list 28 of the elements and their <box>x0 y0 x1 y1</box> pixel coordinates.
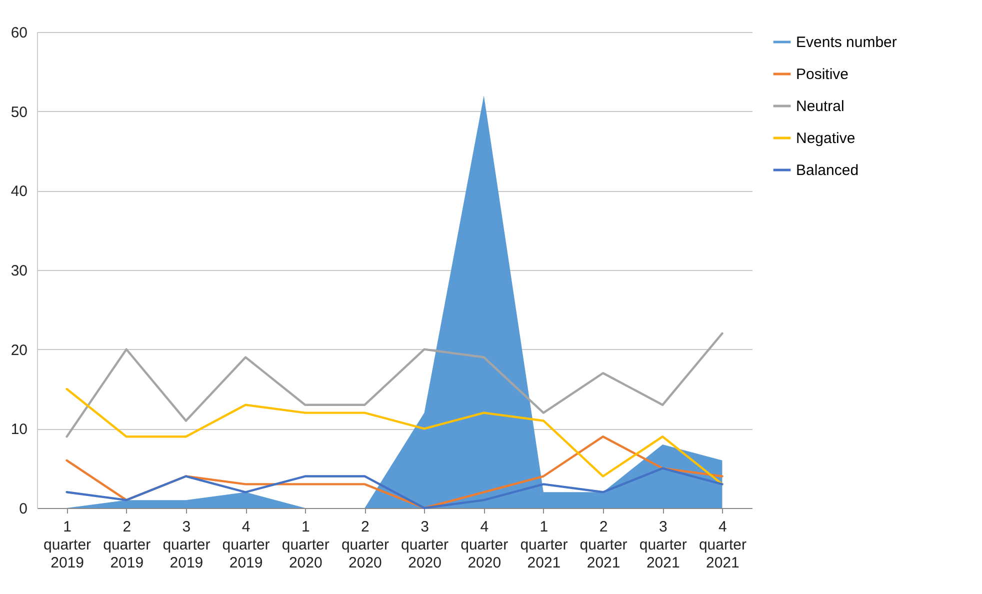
x-tick-label: 1 quarter 2021 <box>520 518 568 572</box>
legend-label: Positive <box>796 66 849 83</box>
legend-label: Balanced <box>796 162 859 179</box>
x-tick-label: 4 quarter 2019 <box>222 518 270 572</box>
y-tick-label: 30 <box>10 262 28 280</box>
y-tick-label: 50 <box>10 104 28 121</box>
x-tick-label: 1 quarter 2019 <box>44 518 92 572</box>
legend-label: Neutral <box>796 98 844 115</box>
line-series <box>66 436 724 510</box>
y-tick-label: 0 <box>19 500 28 518</box>
legend-label: Events number <box>796 34 897 51</box>
line-series <box>66 332 724 438</box>
legend-label: Negative <box>796 130 856 147</box>
x-tick-label: 4 quarter 2020 <box>460 518 508 572</box>
x-tick-label: 3 quarter 2021 <box>639 518 687 572</box>
y-tick-label: 60 <box>10 24 28 42</box>
x-tick-label: 3 quarter 2020 <box>401 518 449 572</box>
x-tick-label: 4 quarter 2021 <box>698 518 746 572</box>
y-tick-label: 10 <box>10 421 28 438</box>
x-tick-label: 1 quarter 2020 <box>282 518 330 572</box>
y-tick-label: 20 <box>10 342 28 359</box>
x-tick-label: 3 quarter 2019 <box>162 518 210 572</box>
x-tick-label: 2 quarter 2019 <box>103 518 151 572</box>
x-tick-label: 2 quarter 2021 <box>580 518 628 572</box>
x-tick-label: 2 quarter 2020 <box>341 518 389 572</box>
line-series <box>66 388 724 486</box>
line-series <box>66 467 724 510</box>
y-tick-label: 40 <box>10 183 28 200</box>
